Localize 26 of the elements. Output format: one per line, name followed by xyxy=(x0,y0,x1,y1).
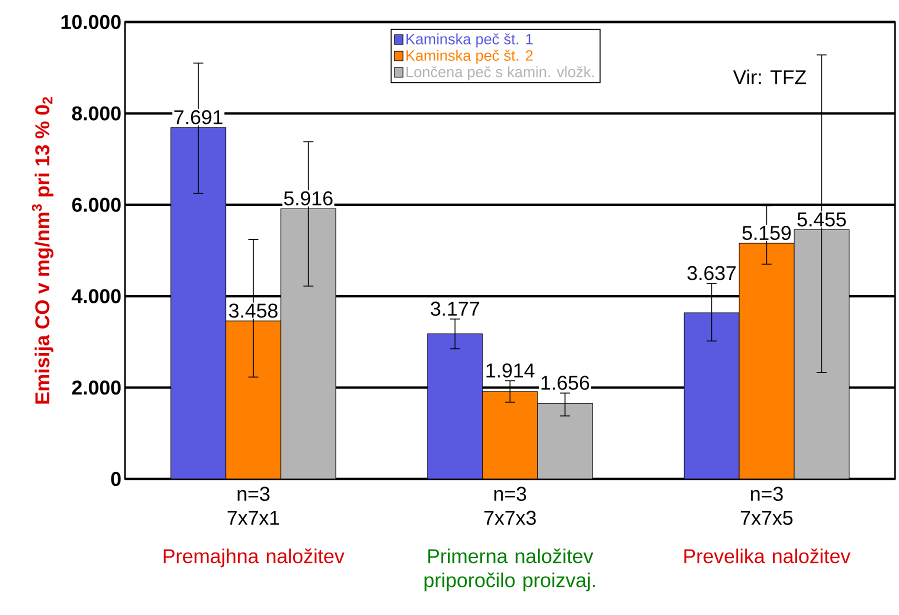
data-label: 3.177 xyxy=(430,302,480,316)
x-tick-label: n=3 7x7x5 xyxy=(741,486,793,525)
data-label: 5.455 xyxy=(797,212,846,226)
data-label: 5.159 xyxy=(742,226,791,240)
y-tick-label: 0 xyxy=(111,472,121,486)
data-label: 3.458 xyxy=(229,304,278,318)
y-tick-label: 4.000 xyxy=(72,289,121,304)
legend-label: Kaminska peč št. 2 xyxy=(406,50,533,64)
text: Premajhna naložitev xyxy=(164,548,344,568)
y-tick-label: 10.000 xyxy=(62,14,121,30)
data-label: 7.691 xyxy=(174,110,222,124)
data-label: 3.637 xyxy=(687,266,736,280)
legend-label: Kaminska peč št. 1 xyxy=(406,33,533,48)
data-label: 1.656 xyxy=(542,376,590,390)
data-label: 1.914 xyxy=(486,363,534,378)
data-label: 5.916 xyxy=(284,191,332,206)
text: Prevelika naložitev xyxy=(684,548,850,564)
y-tick-label: 6.000 xyxy=(72,198,121,212)
y-tick-label: 8.000 xyxy=(72,106,121,120)
text: Primerna naložitev priporočilo proizvaj. xyxy=(424,548,595,592)
legend-label: Lončena peč s kamin. vložk. xyxy=(406,66,594,80)
x-tick-label: n=3 7x7x3 xyxy=(484,486,536,525)
annotation: Vir: TFZ xyxy=(733,70,806,84)
y-axis-title: Emisija CO v mg/nm$^{3}$ pri 13 % 0$_{2}$ xyxy=(32,97,54,404)
y-tick-label: 2.000 xyxy=(72,380,121,395)
x-tick-label: n=3 7x7x1 xyxy=(228,486,280,525)
